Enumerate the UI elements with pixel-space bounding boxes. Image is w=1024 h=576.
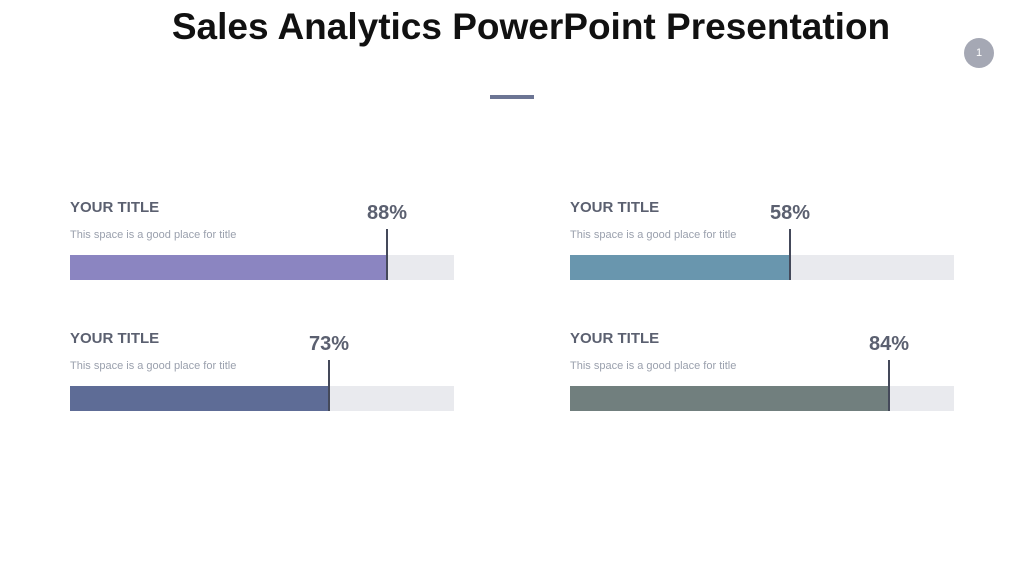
progress-track — [70, 386, 454, 411]
progress-marker — [888, 360, 890, 411]
card-subtitle: This space is a good place for title — [570, 360, 737, 372]
progress-card-3: YOUR TITLE This space is a good place fo… — [70, 330, 454, 420]
card-title: YOUR TITLE — [570, 330, 660, 347]
progress-percent-label: 73% — [308, 333, 350, 355]
progress-marker — [328, 360, 330, 411]
progress-track — [570, 386, 954, 411]
card-title: YOUR TITLE — [570, 199, 660, 216]
page-number-badge: 1 — [964, 38, 994, 68]
card-subtitle: This space is a good place for title — [570, 229, 737, 241]
page-title: Sales Analytics PowerPoint Presentation — [171, 6, 891, 47]
progress-track — [70, 255, 454, 280]
progress-track — [570, 255, 954, 280]
progress-fill — [570, 255, 790, 280]
progress-fill — [70, 386, 329, 411]
card-title: YOUR TITLE — [70, 330, 160, 347]
progress-marker — [386, 229, 388, 280]
title-accent-divider — [490, 95, 534, 99]
progress-fill — [70, 255, 387, 280]
progress-fill — [570, 386, 889, 411]
progress-card-4: YOUR TITLE This space is a good place fo… — [570, 330, 954, 420]
progress-marker — [789, 229, 791, 280]
progress-percent-label: 58% — [769, 202, 811, 224]
card-subtitle: This space is a good place for title — [70, 229, 237, 241]
progress-percent-label: 84% — [868, 333, 910, 355]
card-title: YOUR TITLE — [70, 199, 160, 216]
progress-card-2: YOUR TITLE This space is a good place fo… — [570, 199, 954, 289]
progress-card-1: YOUR TITLE This space is a good place fo… — [70, 199, 454, 289]
card-subtitle: This space is a good place for title — [70, 360, 237, 372]
progress-percent-label: 88% — [366, 202, 408, 224]
